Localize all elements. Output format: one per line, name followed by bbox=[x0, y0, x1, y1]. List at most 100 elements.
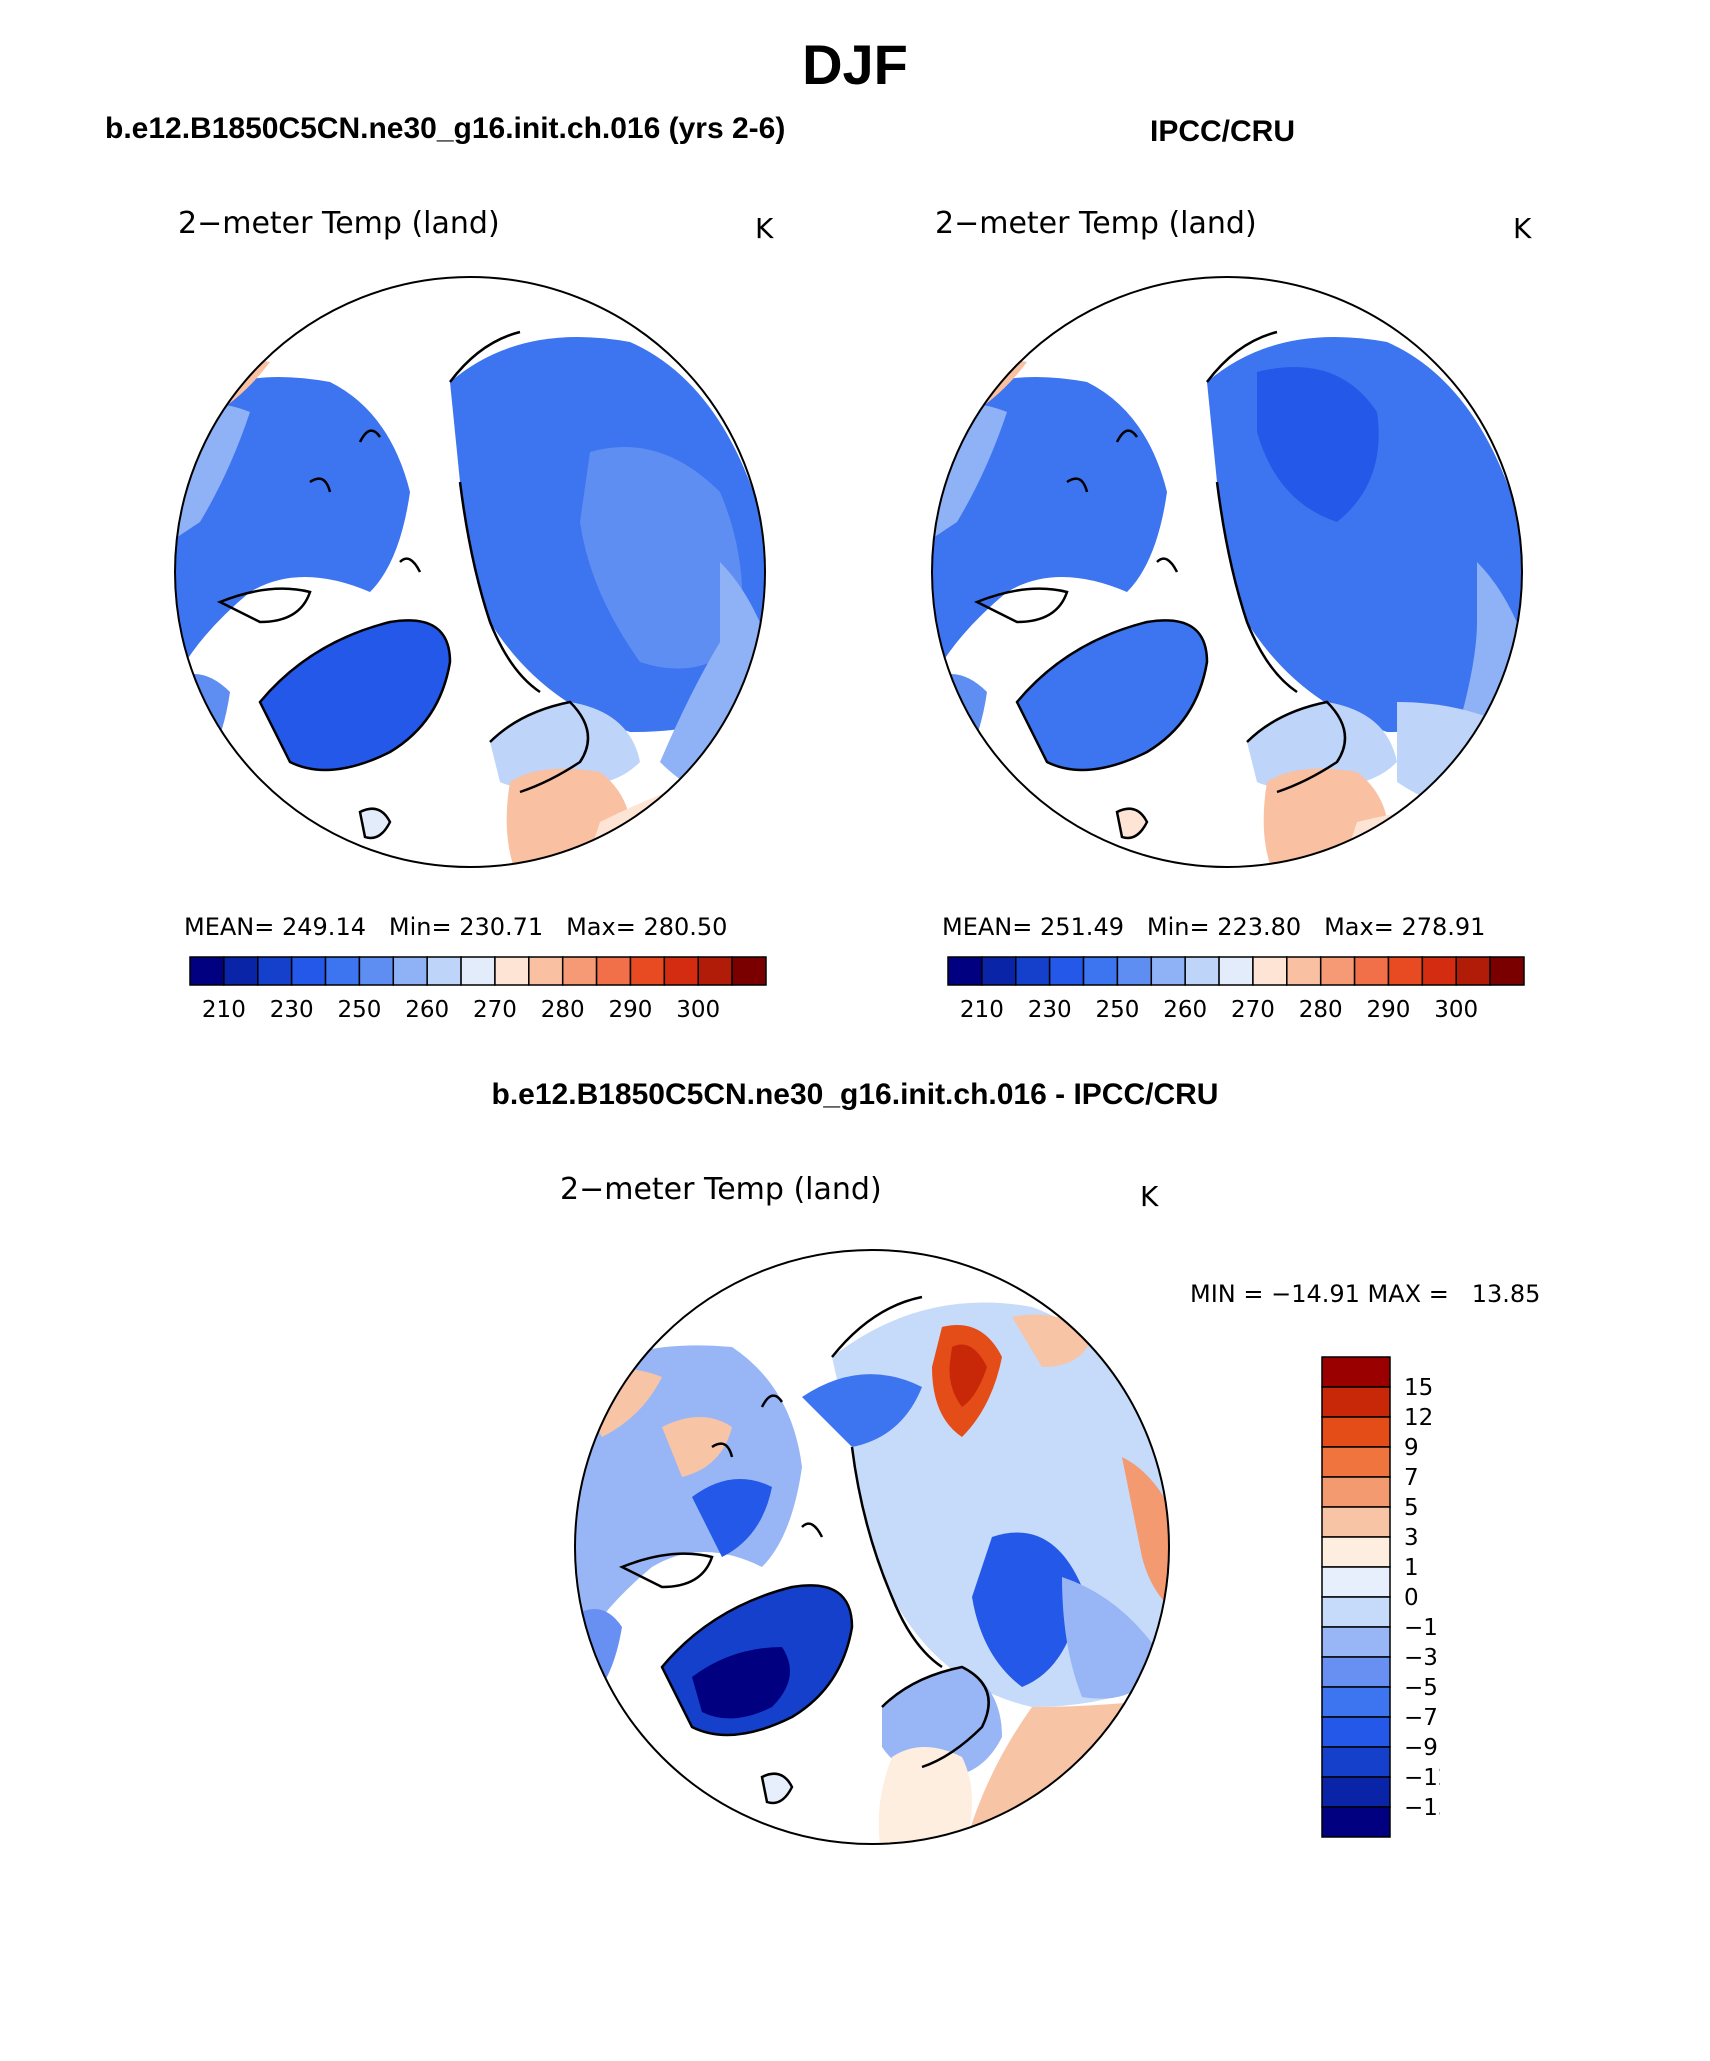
panel1-case-title: b.e12.B1850C5CN.ne30_g16.init.ch.016 (yr… bbox=[105, 112, 786, 145]
panel2-colorbar-box bbox=[1353, 956, 1390, 986]
panel2-colorbar-box bbox=[1150, 956, 1186, 986]
panel1-colorbar-box bbox=[663, 956, 699, 986]
difference-colorbar-box bbox=[1321, 1386, 1391, 1418]
panel2-mean-value: 251.49 bbox=[1040, 913, 1124, 941]
difference-colorbar-box bbox=[1321, 1746, 1391, 1778]
panel2-colorbar-box bbox=[1048, 956, 1085, 986]
difference-colorbar-tick-label: 7 bbox=[1404, 1465, 1419, 1491]
panel1-colorbar-tick-label: 300 bbox=[676, 997, 720, 1023]
panel2-colorbar-box bbox=[1184, 956, 1220, 986]
difference-colorbar-tick-label: −1 bbox=[1404, 1615, 1438, 1641]
panel1-mean-label: MEAN= bbox=[184, 913, 275, 941]
panel2-colorbar-tick-label: 210 bbox=[960, 997, 1004, 1023]
panel1-mean-value: 249.14 bbox=[282, 913, 366, 941]
panel1-colorbar-box bbox=[731, 956, 767, 986]
panel1-colorbar-box bbox=[324, 956, 361, 986]
difference-colorbar-box bbox=[1321, 1716, 1391, 1748]
panel1-colorbar-box bbox=[223, 956, 259, 986]
difference-colorbar-tick-label: 3 bbox=[1404, 1525, 1419, 1551]
panel1-colorbar-box bbox=[392, 956, 428, 986]
panel1-colorbar-box bbox=[494, 956, 530, 986]
difference-colorbar-tick-label: −9 bbox=[1404, 1735, 1438, 1761]
difference-colorbar-box bbox=[1321, 1596, 1391, 1628]
difference-colorbar-tick-label: −12 bbox=[1404, 1765, 1440, 1791]
panel1-colorbar-box bbox=[189, 956, 225, 986]
difference-colorbar-tick-label: −7 bbox=[1404, 1705, 1438, 1731]
difference-colorbar-tick-label: −5 bbox=[1404, 1675, 1438, 1701]
panel1-colorbar-tick-label: 260 bbox=[405, 997, 449, 1023]
panel1-min-value: 230.71 bbox=[459, 913, 544, 941]
figure-title: DJF bbox=[802, 33, 908, 96]
difference-colorbar-box bbox=[1321, 1446, 1391, 1478]
panel2-colorbar-box bbox=[1252, 956, 1288, 986]
panel1-colorbar-box bbox=[358, 956, 395, 986]
panel2-colorbar: 210 230 250 260 270 280 290 300 bbox=[947, 956, 1525, 1023]
panel1-colorbar-box bbox=[595, 956, 632, 986]
panel2-colorbar-tick-label: 290 bbox=[1367, 997, 1411, 1023]
panel2-max-label: Max= bbox=[1324, 913, 1394, 941]
difference-case-title: b.e12.B1850C5CN.ne30_g16.init.ch.016 - I… bbox=[491, 1078, 1219, 1111]
panel1-colorbar-box bbox=[460, 956, 496, 986]
panel2-case-title: IPCC/CRU bbox=[1150, 115, 1296, 148]
panel2-colorbar-box bbox=[1489, 956, 1525, 986]
panel2-stats: MEAN= 251.49 Min= 223.80 Max= 278.91 bbox=[942, 913, 1485, 941]
panel2-colorbar-tick-label: 270 bbox=[1231, 997, 1275, 1023]
panel2-colorbar-box bbox=[1015, 956, 1051, 986]
difference-minmax-text: MIN = −14.91 MAX = 13.85 bbox=[1190, 1280, 1541, 1308]
panel1-colorbar-box bbox=[290, 956, 327, 986]
panel2-units-label: K bbox=[1513, 212, 1532, 245]
panel1-variable-label: 2−meter Temp (land) bbox=[178, 206, 500, 241]
panel2-max-value: 278.91 bbox=[1401, 913, 1486, 941]
difference-colorbar-box bbox=[1321, 1536, 1391, 1568]
panel2-min-label: Min= bbox=[1146, 913, 1210, 941]
panel1-polar-map bbox=[174, 276, 766, 868]
difference-colorbar: 15 12 9 7 5 3 1 0 −1 −3 −5 −7 −9 −12 −15 bbox=[1321, 1356, 1440, 1838]
panel2-colorbar-box bbox=[1455, 956, 1491, 986]
difference-colorbar-box bbox=[1321, 1566, 1391, 1598]
panel1-colorbar-tick-label: 290 bbox=[609, 997, 653, 1023]
panel1-colorbar-box bbox=[561, 956, 598, 986]
panel2-colorbar-box bbox=[1387, 956, 1424, 986]
panel1-max-value: 280.50 bbox=[643, 913, 728, 941]
panel1-units-label: K bbox=[755, 212, 774, 245]
panel2-colorbar-tick-label: 300 bbox=[1434, 997, 1478, 1023]
panel1-stats: MEAN= 249.14 Min= 230.71 Max= 280.50 bbox=[184, 913, 727, 941]
difference-polar-map bbox=[574, 1249, 1170, 1845]
difference-colorbar-box bbox=[1321, 1476, 1391, 1508]
panel2-variable-label: 2−meter Temp (land) bbox=[935, 206, 1257, 241]
panel1-max-label: Max= bbox=[566, 913, 636, 941]
difference-colorbar-tick-label: −3 bbox=[1404, 1645, 1438, 1671]
difference-colorbar-tick-label: 9 bbox=[1404, 1435, 1419, 1461]
panel2-colorbar-tick-label: 260 bbox=[1163, 997, 1207, 1023]
difference-units-label: K bbox=[1140, 1180, 1159, 1213]
panel1-colorbar-box bbox=[426, 956, 462, 986]
difference-colorbar-box bbox=[1321, 1776, 1391, 1808]
panel2-colorbar-tick-label: 250 bbox=[1095, 997, 1139, 1023]
panel2-colorbar-box bbox=[981, 956, 1017, 986]
difference-colorbar-box bbox=[1321, 1626, 1391, 1658]
panel1-colorbar-tick-label: 230 bbox=[270, 997, 314, 1023]
difference-colorbar-box bbox=[1321, 1656, 1391, 1688]
panel2-colorbar-box bbox=[1218, 956, 1254, 986]
panel1-colorbar-box bbox=[697, 956, 733, 986]
difference-variable-label: 2−meter Temp (land) bbox=[560, 1172, 882, 1207]
panel1-colorbar: 210 230 250 260 270 280 290 300 bbox=[189, 956, 767, 1023]
panel2-colorbar-tick-label: 230 bbox=[1028, 997, 1072, 1023]
panel1-colorbar-tick-label: 270 bbox=[473, 997, 517, 1023]
panel1-colorbar-tick-label: 250 bbox=[337, 997, 381, 1023]
difference-colorbar-tick-label: −15 bbox=[1404, 1795, 1440, 1821]
panel1-colorbar-box bbox=[257, 956, 293, 986]
difference-colorbar-box bbox=[1321, 1806, 1391, 1838]
panel1-colorbar-tick-label: 210 bbox=[202, 997, 246, 1023]
panel1-colorbar-tick-label: 280 bbox=[541, 997, 585, 1023]
panel2-colorbar-box bbox=[1116, 956, 1153, 986]
panel2-polar-map bbox=[931, 276, 1523, 868]
panel1-min-label: Min= bbox=[388, 913, 452, 941]
panel2-colorbar-box bbox=[947, 956, 983, 986]
panel2-min-value: 223.80 bbox=[1217, 913, 1302, 941]
panel2-colorbar-box bbox=[1319, 956, 1356, 986]
panel2-mean-label: MEAN= bbox=[942, 913, 1033, 941]
panel2-colorbar-box bbox=[1421, 956, 1457, 986]
panel2-colorbar-tick-label: 280 bbox=[1299, 997, 1343, 1023]
panel2-colorbar-box bbox=[1082, 956, 1119, 986]
